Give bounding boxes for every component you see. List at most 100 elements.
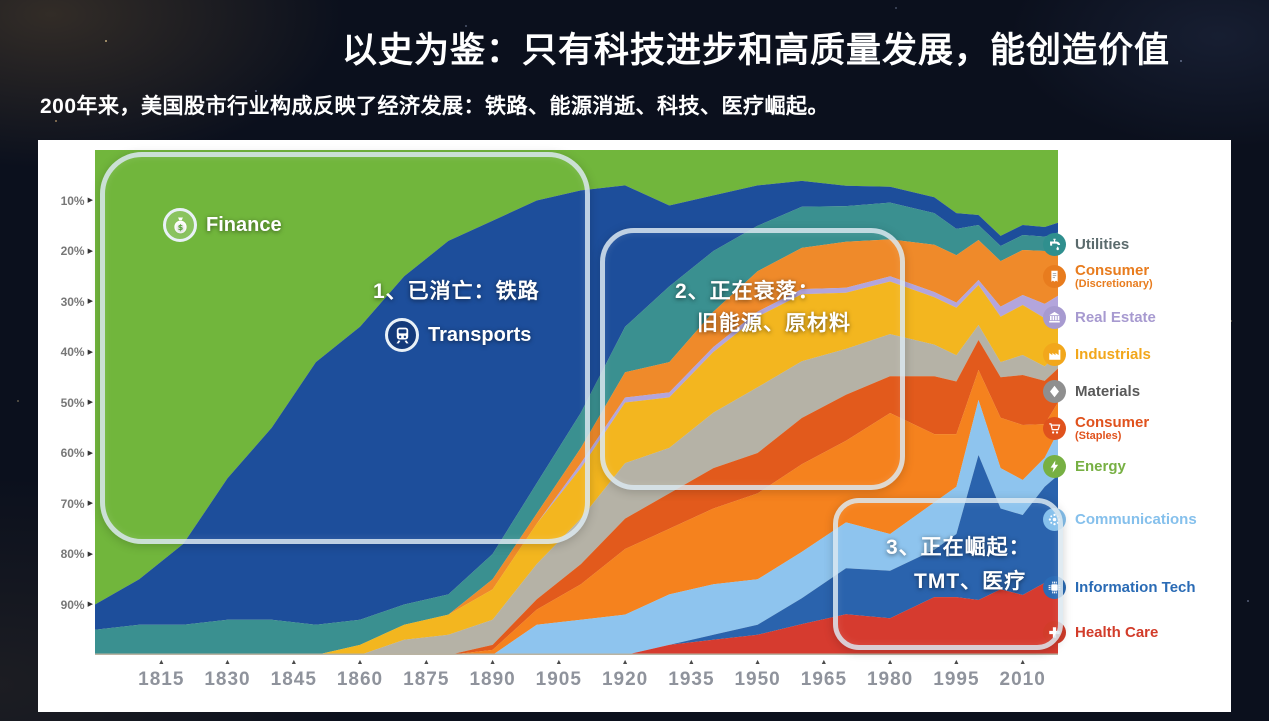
x-tick-arrow-icon: ▲ xyxy=(621,659,629,666)
area-industrials xyxy=(95,281,1058,655)
chart-panel: 10% ▶ 20% ▶ 30% ▶ 40% ▶ 50% ▶ 60% ▶ 70% ▶ 80% ▶ 90% ▶ ▲ 18… xyxy=(38,140,1231,712)
x-tick-arrow-icon: ▲ xyxy=(820,659,828,666)
x-tick-text: 1890 xyxy=(469,669,516,690)
stacked-area-chart xyxy=(95,150,1058,655)
area-finance xyxy=(95,150,1058,605)
diamond-icon xyxy=(1043,380,1066,403)
legend-item-real-estate: Real Estate xyxy=(1043,306,1156,329)
y-tick-text: 40% xyxy=(60,345,85,359)
x-tick-text: 1950 xyxy=(734,669,781,690)
area-consumer-staples xyxy=(95,340,1058,655)
area-health-care xyxy=(95,582,1058,655)
x-tick-arrow-icon: ▲ xyxy=(157,659,165,666)
x-axis-label-1830: ▲ 1830 xyxy=(204,659,250,691)
legend-label: Health Care xyxy=(1075,623,1159,641)
x-axis-label-1935: ▲ 1935 xyxy=(668,659,714,691)
x-tick-arrow-icon: ▲ xyxy=(952,659,960,666)
x-tick-text: 1905 xyxy=(535,669,582,690)
y-tick-arrow-icon: ▶ xyxy=(87,601,93,608)
legend-sublabel: (Discretionary) xyxy=(1075,277,1153,290)
x-axis-label-1845: ▲ 1845 xyxy=(271,659,317,691)
annotation-declining-text-line1: 2、正在衰落： xyxy=(675,280,820,303)
y-axis-label-50: 50% ▶ xyxy=(61,396,93,410)
annotation-rising-text-line2: TMT、医疗 xyxy=(914,570,1027,593)
legend-item-communications: Communications xyxy=(1043,508,1197,531)
transports-label-text: Transports xyxy=(428,323,532,346)
annotation-box-declining: 2、正在衰落： 旧能源、原材料 xyxy=(600,228,905,490)
price-tag-icon xyxy=(1043,265,1066,289)
x-tick-arrow-icon: ▲ xyxy=(489,659,497,666)
annotation-rising-text-line1: 3、正在崛起： xyxy=(886,536,1031,559)
x-axis: ▲ 1815 ▲ 1830 ▲ 1845 ▲ 1860 ▲ 1875 ▲ 1890 ▲ 1905 ▲ 1920… xyxy=(95,659,1058,705)
y-axis-label-90: 90% ▶ xyxy=(61,598,93,612)
slide-title: 以史为鉴：只有科技进步和高质量发展，能创造价值 xyxy=(341,31,1170,70)
x-tick-text: 1920 xyxy=(601,669,649,690)
x-axis-label-2010: ▲ 2010 xyxy=(1000,659,1046,691)
x-axis-label-1890: ▲ 1890 xyxy=(469,659,515,691)
y-tick-text: 80% xyxy=(60,547,85,561)
area-energy xyxy=(95,370,1058,655)
x-tick-arrow-icon: ▲ xyxy=(1019,659,1027,666)
legend-label: Energy xyxy=(1075,457,1126,475)
x-axis-label-1965: ▲ 1965 xyxy=(801,659,847,691)
x-tick-text: 1995 xyxy=(933,669,980,690)
finance-label-text: Finance xyxy=(206,213,282,236)
x-tick-text: 1935 xyxy=(668,669,715,690)
y-tick-arrow-icon: ▶ xyxy=(87,348,93,356)
y-tick-arrow-icon: ▶ xyxy=(87,449,93,457)
y-tick-arrow-icon: ▶ xyxy=(87,550,93,558)
legend-label: Industrials xyxy=(1075,345,1151,363)
area-information-tech xyxy=(95,455,1058,655)
x-tick-arrow-icon: ▲ xyxy=(687,659,695,666)
x-axis-label-1860: ▲ 1860 xyxy=(337,659,383,691)
x-tick-arrow-icon: ▲ xyxy=(356,659,364,666)
legend-label: Information Tech xyxy=(1075,578,1196,596)
y-tick-arrow-icon: ▶ xyxy=(87,500,93,507)
finance-area-label: $ Finance xyxy=(163,208,282,242)
legend-item-materials: Materials xyxy=(1043,380,1140,403)
x-axis-label-1980: ▲ 1980 xyxy=(867,659,913,691)
annotation-box-rising: 3、正在崛起： TMT、医疗 xyxy=(833,498,1063,650)
x-tick-text: 1830 xyxy=(204,669,251,690)
x-tick-text: 1965 xyxy=(800,669,848,690)
x-tick-arrow-icon: ▲ xyxy=(886,659,894,666)
train-icon xyxy=(385,318,419,352)
area-transports xyxy=(95,180,1058,630)
legend-item-consumer-discretionary: Consumer (Discretionary) xyxy=(1043,263,1153,290)
y-axis-label-30: 30% ▶ xyxy=(61,295,93,309)
legend-label: Real Estate xyxy=(1075,308,1156,326)
y-tick-text: 20% xyxy=(60,244,85,258)
x-tick-text: 1860 xyxy=(336,669,384,690)
legend-item-consumer-staples: Consumer (Staples) xyxy=(1043,415,1149,442)
annotation-railroads-text: 1、已消亡：铁路 xyxy=(373,280,540,303)
annotation-declining-text-line2: 旧能源、原材料 xyxy=(697,312,851,335)
y-axis-label-80: 80% ▶ xyxy=(61,547,93,561)
svg-text:$: $ xyxy=(177,222,182,231)
x-tick-text: 2010 xyxy=(999,669,1046,690)
x-tick-text: 1815 xyxy=(138,669,185,690)
y-tick-text: 50% xyxy=(60,395,85,410)
y-axis: 10% ▶ 20% ▶ 30% ▶ 40% ▶ 50% ▶ 60% ▶ 70% ▶ 80% ▶ 90% ▶ xyxy=(38,150,95,655)
bank-building-icon xyxy=(1043,306,1066,329)
y-axis-label-70: 70% ▶ xyxy=(61,497,93,511)
x-tick-arrow-icon: ▲ xyxy=(754,659,762,666)
x-axis-label-1815: ▲ 1815 xyxy=(138,659,184,691)
shopping-cart-icon xyxy=(1043,417,1066,441)
x-axis-label-1920: ▲ 1920 xyxy=(602,659,648,691)
transports-area-label: Transports xyxy=(385,318,531,352)
x-axis-label-1950: ▲ 1950 xyxy=(734,659,780,691)
legend-item-utilities: Utilities xyxy=(1043,233,1129,256)
y-axis-label-60: 60% ▶ xyxy=(61,446,93,460)
y-tick-text: 90% xyxy=(60,597,85,612)
x-tick-arrow-icon: ▲ xyxy=(224,659,231,666)
factory-icon xyxy=(1043,343,1066,366)
x-tick-arrow-icon: ▲ xyxy=(555,659,563,666)
y-tick-text: 70% xyxy=(60,496,85,511)
y-axis-label-10: 10% ▶ xyxy=(61,194,93,208)
x-tick-arrow-icon: ▲ xyxy=(290,659,298,666)
legend-item-industrials: Industrials xyxy=(1043,343,1151,366)
y-tick-text: 10% xyxy=(60,193,85,208)
legend-item-information-tech: Information Tech xyxy=(1043,576,1196,599)
area-consumer-discretionary xyxy=(95,239,1058,655)
